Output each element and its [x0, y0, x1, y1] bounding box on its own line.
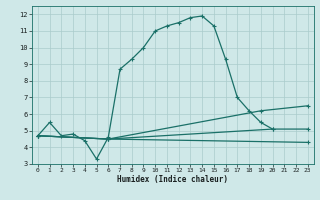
X-axis label: Humidex (Indice chaleur): Humidex (Indice chaleur)	[117, 175, 228, 184]
